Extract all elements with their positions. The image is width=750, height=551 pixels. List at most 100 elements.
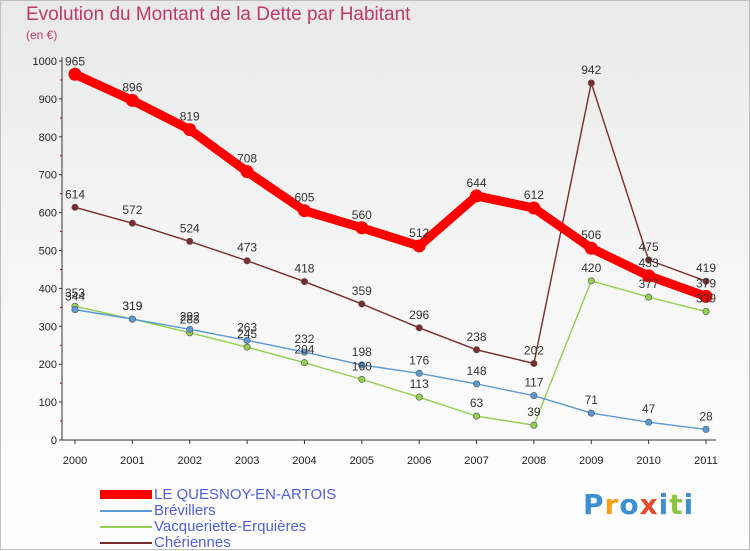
data-label: 71 xyxy=(585,393,599,407)
data-label: 319 xyxy=(122,299,142,313)
data-label: 475 xyxy=(639,240,659,254)
data-label: 420 xyxy=(581,261,601,275)
data-label: 160 xyxy=(352,359,372,373)
data-label: 612 xyxy=(524,188,544,202)
data-label: 204 xyxy=(294,343,314,357)
data-label: 473 xyxy=(237,241,257,255)
data-point xyxy=(300,348,308,356)
x-tick-label: 2007 xyxy=(464,455,488,467)
data-label: 232 xyxy=(294,332,314,346)
data-point xyxy=(645,418,653,426)
logo-letter: x xyxy=(639,488,659,521)
data-label: 614 xyxy=(65,187,85,201)
data-point xyxy=(587,79,595,87)
data-point xyxy=(530,392,538,400)
data-label: 63 xyxy=(470,396,484,410)
data-label: 319 xyxy=(122,299,142,313)
legend-swatch xyxy=(100,541,152,544)
data-label: 176 xyxy=(409,353,429,367)
series-line-2 xyxy=(74,280,707,426)
data-label: 605 xyxy=(294,191,314,205)
x-tick-label: 2005 xyxy=(350,455,374,467)
data-point xyxy=(415,393,423,401)
data-point xyxy=(702,277,710,285)
data-label: 572 xyxy=(122,203,142,217)
data-point xyxy=(355,221,369,235)
y-tick-label: 200 xyxy=(39,359,57,371)
data-point xyxy=(473,412,481,420)
data-point xyxy=(71,306,79,314)
data-label: 708 xyxy=(237,152,257,166)
logo-letter: P xyxy=(583,488,605,521)
data-label: 39 xyxy=(527,405,541,419)
y-tick-label: 100 xyxy=(39,397,57,409)
data-label: 359 xyxy=(352,284,372,298)
data-point xyxy=(699,289,713,303)
data-point xyxy=(702,425,710,433)
series-line-0 xyxy=(70,69,711,301)
data-label: 377 xyxy=(639,277,659,291)
data-label: 819 xyxy=(180,110,200,124)
y-tick-label: 1000 xyxy=(33,56,57,68)
data-point xyxy=(128,315,136,323)
series-lines xyxy=(68,67,713,433)
data-label: 353 xyxy=(65,286,85,300)
x-tick-label: 2009 xyxy=(579,455,603,467)
data-point xyxy=(186,237,194,245)
legend-swatch xyxy=(100,525,152,528)
y-tick-label: 600 xyxy=(39,208,57,220)
x-tick-label: 2001 xyxy=(120,455,144,467)
x-tick-label: 2000 xyxy=(63,455,87,467)
data-label: 198 xyxy=(352,345,372,359)
data-label: 263 xyxy=(237,320,257,334)
data-label: 419 xyxy=(696,261,716,275)
y-tick-label: 500 xyxy=(39,246,57,258)
data-point xyxy=(587,409,595,417)
y-tick-label: 0 xyxy=(51,435,57,447)
legend-label: LE QUESNOY-EN-ARTOIS xyxy=(154,486,337,503)
data-point xyxy=(415,324,423,332)
data-point xyxy=(243,343,251,351)
data-label: 117 xyxy=(524,376,543,390)
data-point xyxy=(473,346,481,354)
data-label: 202 xyxy=(524,343,544,357)
data-label: 942 xyxy=(581,63,601,77)
logo-letter: t xyxy=(669,488,684,521)
x-tick-label: 2011 xyxy=(694,455,718,467)
data-label: 506 xyxy=(581,228,601,242)
data-point xyxy=(358,375,366,383)
data-point xyxy=(300,278,308,286)
legend-swatch xyxy=(100,490,152,499)
data-label: 238 xyxy=(467,330,487,344)
proxiti-logo: Proxiti xyxy=(583,488,694,521)
data-point xyxy=(584,241,598,255)
data-point xyxy=(412,239,426,253)
data-label: 148 xyxy=(467,364,487,378)
legend-item: LE QUESNOY-EN-ARTOIS xyxy=(100,486,336,503)
data-label: 896 xyxy=(122,80,142,94)
x-tick-label: 2006 xyxy=(407,455,431,467)
data-point xyxy=(71,203,79,211)
data-point xyxy=(702,308,710,316)
data-point xyxy=(240,165,254,179)
y-tick-label: 700 xyxy=(39,170,57,182)
legend-item: Vacqueriette-Erquières xyxy=(100,518,306,535)
data-point xyxy=(470,189,484,203)
data-label: 560 xyxy=(352,208,372,222)
data-point xyxy=(530,359,538,367)
logo-letter: o xyxy=(619,488,640,521)
data-label: 292 xyxy=(180,309,200,323)
legend-label: Brévillers xyxy=(154,502,216,519)
legend-label: Vacqueriette-Erquières xyxy=(154,518,307,535)
data-point xyxy=(183,123,197,137)
data-label: 965 xyxy=(65,54,85,68)
x-tick-label: 2004 xyxy=(292,455,316,467)
data-label: 524 xyxy=(180,221,200,235)
data-point xyxy=(358,300,366,308)
x-tick-label: 2010 xyxy=(636,455,660,467)
x-tick-label: 2008 xyxy=(522,455,546,467)
data-point xyxy=(128,219,136,227)
data-point xyxy=(68,67,82,81)
data-label: 28 xyxy=(699,409,713,423)
